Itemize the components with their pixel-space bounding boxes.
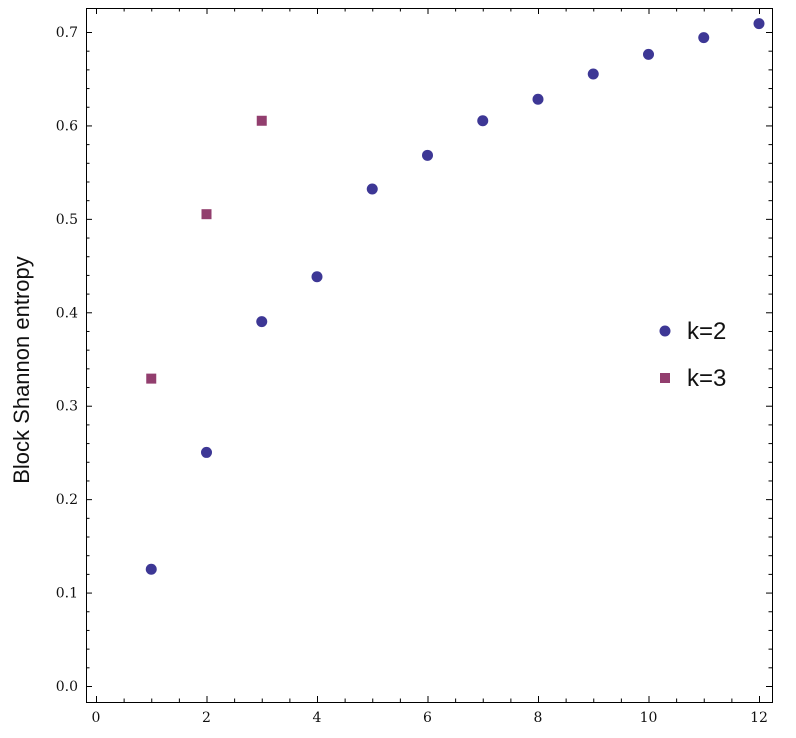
k2-point xyxy=(643,48,654,60)
k2-point xyxy=(753,18,765,30)
k2-point xyxy=(422,149,433,161)
plot-frame xyxy=(86,8,773,703)
k2-point xyxy=(532,93,544,105)
legend-marker-circle xyxy=(659,325,671,337)
k2-point xyxy=(145,563,157,575)
k2-point xyxy=(587,68,599,80)
x-tick-label: 4 xyxy=(313,710,322,726)
k3-point xyxy=(146,373,157,384)
y-tick-label: 0.0 xyxy=(56,679,78,695)
x-tick-label: 0 xyxy=(92,710,101,726)
x-tick-label: 8 xyxy=(534,710,543,726)
y-tick-label: 0.2 xyxy=(56,492,78,508)
k2-point xyxy=(477,115,489,127)
legend: k=2 k=3 xyxy=(659,318,726,392)
k2-point xyxy=(366,183,378,195)
k2-point xyxy=(311,271,323,283)
legend-label: k=3 xyxy=(687,365,726,392)
axis-tick-labels: 0 2 4 6 8 10 12 0.0 0.1 0.2 0.3 0.4 0.5 0.6 0.7 xyxy=(56,25,768,726)
x-tick-label: 6 xyxy=(423,710,432,726)
y-tick-label: 0.5 xyxy=(56,212,78,228)
y-axis-title: Block Shannon entropy xyxy=(9,256,34,484)
y-tick-label: 0.3 xyxy=(56,399,78,415)
y-tick-label: 0.6 xyxy=(56,118,78,134)
k3-point xyxy=(256,115,267,126)
y-tick-label: 0.1 xyxy=(56,586,78,602)
x-tick-label: 12 xyxy=(750,710,768,726)
k3-point xyxy=(201,209,212,220)
x-tick-label: 10 xyxy=(640,710,658,726)
k2-point xyxy=(201,446,212,458)
axis-ticks xyxy=(86,8,772,702)
k2-point xyxy=(698,32,710,44)
y-tick-label: 0.4 xyxy=(56,305,78,321)
k2-point xyxy=(256,316,268,328)
y-tick-label: 0.7 xyxy=(56,25,78,41)
legend-label: k=2 xyxy=(687,318,726,345)
x-tick-label: 2 xyxy=(202,710,211,726)
data-points xyxy=(145,18,765,575)
legend-marker-square xyxy=(660,373,670,383)
